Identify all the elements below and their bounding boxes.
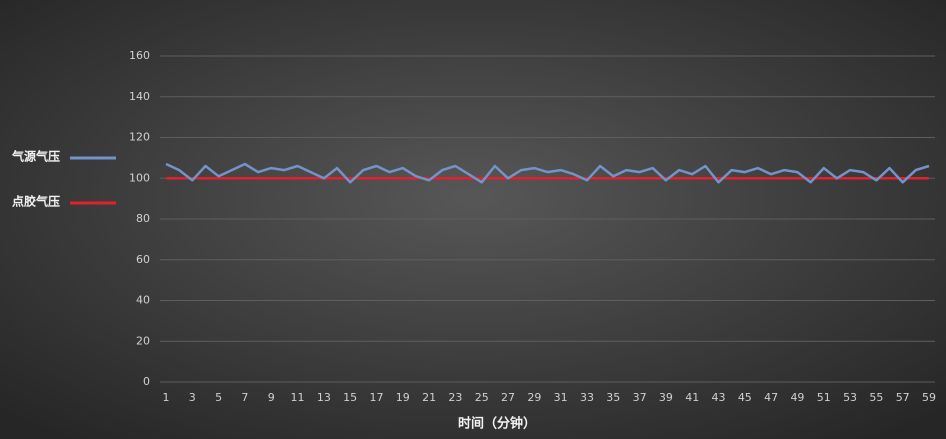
legend-label: 气源气压 (11, 149, 60, 164)
x-tick-label: 25 (475, 391, 489, 404)
y-tick-label: 0 (143, 375, 150, 388)
x-tick-label: 55 (869, 391, 883, 404)
y-tick-label: 140 (129, 90, 150, 103)
x-tick-label: 37 (633, 391, 647, 404)
y-tick-label: 100 (129, 171, 150, 184)
x-tick-label: 51 (817, 391, 831, 404)
legend-label: 点胶气压 (12, 194, 60, 209)
y-tick-label: 120 (129, 131, 150, 144)
x-tick-label: 39 (659, 391, 673, 404)
x-tick-label: 21 (422, 391, 436, 404)
x-tick-label: 47 (764, 391, 778, 404)
y-tick-label: 60 (136, 253, 150, 266)
x-tick-label: 53 (843, 391, 857, 404)
x-tick-label: 41 (685, 391, 699, 404)
x-tick-label: 19 (396, 391, 410, 404)
x-tick-label: 9 (268, 391, 275, 404)
y-tick-label: 40 (136, 294, 150, 307)
x-tick-label: 15 (343, 391, 357, 404)
x-tick-label: 45 (738, 391, 752, 404)
y-tick-label: 80 (136, 212, 150, 225)
x-tick-label: 49 (790, 391, 804, 404)
series-line (165, 162, 930, 184)
x-axis-title: 时间（分钟） (458, 416, 536, 432)
x-tick-label: 7 (241, 391, 248, 404)
x-tick-label: 31 (554, 391, 568, 404)
x-tick-label: 11 (291, 391, 305, 404)
y-tick-label: 160 (129, 49, 150, 62)
x-tick-label: 13 (317, 391, 331, 404)
x-tick-label: 17 (369, 391, 383, 404)
x-tick-label: 57 (896, 391, 910, 404)
x-tick-label: 23 (448, 391, 462, 404)
x-tick-label: 5 (215, 391, 222, 404)
x-tick-label: 29 (527, 391, 541, 404)
x-tick-label: 3 (189, 391, 196, 404)
y-tick-label: 20 (136, 334, 150, 347)
x-tick-label: 1 (163, 391, 170, 404)
x-tick-label: 27 (501, 391, 515, 404)
x-tick-label: 33 (580, 391, 594, 404)
x-tick-label: 43 (712, 391, 726, 404)
x-tick-label: 59 (922, 391, 936, 404)
x-tick-label: 35 (606, 391, 620, 404)
